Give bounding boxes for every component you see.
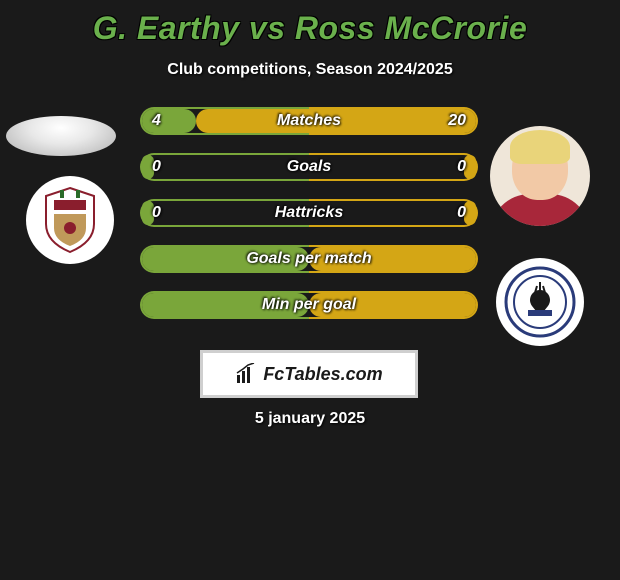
chart-icon	[235, 363, 257, 385]
stat-label: Hattricks	[140, 199, 478, 227]
stat-value-player1: 0	[152, 199, 161, 227]
stat-label: Matches	[140, 107, 478, 135]
stat-label: Min per goal	[140, 291, 478, 319]
stat-value-player2: 20	[448, 107, 466, 135]
stat-value-player1: 4	[152, 107, 161, 135]
comparison-subtitle: Club competitions, Season 2024/2025	[0, 61, 620, 79]
stat-row: Goals per match	[140, 245, 478, 273]
stat-row: Matches4 20	[140, 107, 478, 135]
fctables-logo: FcTables.com	[200, 350, 418, 398]
stat-label: Goals per match	[140, 245, 478, 273]
stat-row: Goals0 0	[140, 153, 478, 181]
stat-row: Hattricks0 0	[140, 199, 478, 227]
stat-label: Goals	[140, 153, 478, 181]
stat-value-player2: 0	[457, 153, 466, 181]
stat-value-player2: 0	[457, 199, 466, 227]
comparison-title: G. Earthy vs Ross McCrorie	[0, 0, 620, 47]
logo-text: FcTables.com	[263, 364, 382, 385]
stat-value-player1: 0	[152, 153, 161, 181]
stat-row: Min per goal	[140, 291, 478, 319]
snapshot-date: 5 january 2025	[0, 410, 620, 428]
stats-bars: Matches420Goals00Hattricks00Goals per ma…	[0, 107, 620, 367]
